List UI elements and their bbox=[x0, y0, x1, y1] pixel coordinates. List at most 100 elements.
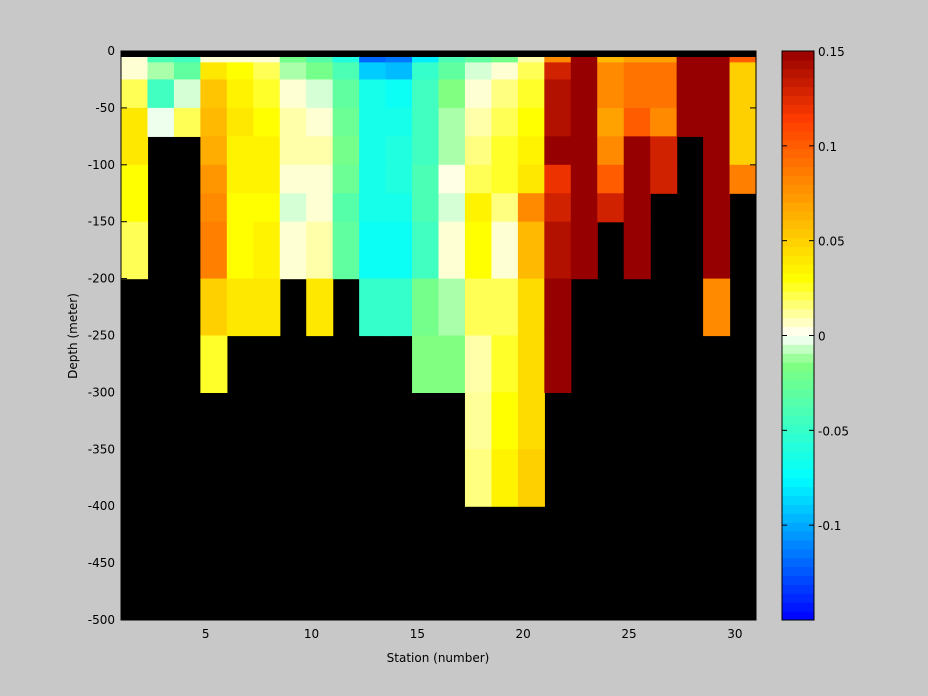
colorbar-swatch bbox=[782, 575, 814, 585]
heatmap-cell bbox=[703, 107, 731, 137]
colorbar-swatch bbox=[782, 175, 814, 185]
heatmap-cell bbox=[570, 107, 598, 137]
heatmap-cell bbox=[623, 62, 651, 81]
colorbar-swatch bbox=[782, 104, 814, 114]
heatmap-cell bbox=[517, 79, 545, 109]
heatmap-cell bbox=[703, 79, 731, 109]
x-tick-label: 30 bbox=[727, 627, 742, 641]
heatmap-cell bbox=[121, 193, 149, 223]
heatmap-cell bbox=[306, 221, 334, 280]
colorbar-swatch bbox=[782, 504, 814, 514]
heatmap-cell bbox=[517, 335, 545, 393]
colorbar-swatch bbox=[782, 477, 814, 488]
heatmap-cell bbox=[253, 62, 281, 81]
heatmap-cell bbox=[173, 79, 201, 109]
heatmap-cell bbox=[464, 221, 493, 280]
heatmap-cell bbox=[306, 278, 334, 337]
heatmap-cell bbox=[385, 136, 413, 166]
heatmap-cell bbox=[517, 278, 545, 337]
heatmap-cell bbox=[121, 62, 149, 81]
heatmap-cell bbox=[517, 136, 545, 166]
colorbar-swatch bbox=[782, 77, 814, 88]
heatmap-cell bbox=[517, 392, 545, 450]
colorbar-swatch bbox=[782, 264, 814, 274]
heatmap-cell bbox=[385, 107, 413, 137]
heatmap-cell bbox=[359, 62, 387, 81]
heatmap-cell bbox=[226, 79, 254, 109]
heatmap-cell bbox=[173, 62, 201, 81]
heatmap bbox=[121, 51, 757, 620]
colorbar-swatch bbox=[782, 548, 814, 559]
heatmap-cell bbox=[279, 107, 307, 137]
heatmap-cell bbox=[173, 107, 201, 137]
heatmap-cell bbox=[517, 449, 545, 507]
heatmap-cell bbox=[121, 221, 149, 280]
heatmap-cell bbox=[412, 221, 440, 280]
colorbar-swatch bbox=[782, 299, 814, 310]
colorbar-swatch bbox=[782, 317, 814, 328]
colorbar-swatch bbox=[782, 584, 814, 594]
heatmap-cell bbox=[359, 164, 387, 194]
colorbar-swatch bbox=[782, 211, 814, 221]
heatmap-cell bbox=[412, 193, 440, 223]
y-tick-label: -200 bbox=[88, 272, 115, 286]
heatmap-cell bbox=[306, 107, 334, 137]
heatmap-cell bbox=[306, 136, 334, 166]
colorbar-tick-label: 0.15 bbox=[818, 45, 845, 59]
colorbar-swatch bbox=[782, 397, 814, 408]
heatmap-cell bbox=[385, 79, 413, 109]
heatmap-cell bbox=[729, 79, 757, 109]
colorbar-swatch bbox=[782, 255, 814, 265]
colorbar-swatch bbox=[782, 468, 814, 479]
heatmap-cell bbox=[385, 164, 413, 194]
heatmap-cell bbox=[359, 193, 387, 223]
heatmap-cell bbox=[306, 62, 334, 81]
heatmap-cell bbox=[200, 164, 228, 194]
heatmap-cell bbox=[544, 107, 572, 137]
heatmap-cell bbox=[438, 79, 466, 109]
heatmap-cell bbox=[121, 136, 149, 166]
colorbar-swatch bbox=[782, 379, 814, 390]
colorbar-swatch bbox=[782, 406, 814, 417]
heatmap-cell bbox=[385, 221, 413, 280]
colorbar-swatch bbox=[782, 522, 814, 532]
y-tick-label: -250 bbox=[88, 329, 115, 343]
heatmap-cell bbox=[253, 221, 281, 280]
heatmap-cell bbox=[412, 136, 440, 166]
heatmap-cell bbox=[517, 193, 545, 223]
heatmap-cell bbox=[491, 392, 519, 450]
heatmap-cell bbox=[703, 136, 731, 166]
heatmap-cell bbox=[650, 62, 678, 81]
y-tick-label: -400 bbox=[88, 499, 115, 513]
heatmap-cell bbox=[570, 164, 598, 194]
colorbar-swatch bbox=[782, 282, 814, 292]
heatmap-cell bbox=[703, 193, 731, 223]
x-tick-label: 5 bbox=[202, 627, 210, 641]
y-axis-label: Depth (meter) bbox=[66, 293, 80, 379]
y-tick-label: 0 bbox=[107, 44, 115, 58]
heatmap-cell bbox=[464, 164, 493, 194]
heatmap-cell bbox=[332, 193, 360, 223]
x-axis: 5 10 15 20 25 30 bbox=[202, 51, 742, 641]
heatmap-cell bbox=[226, 193, 254, 223]
colorbar-swatch bbox=[782, 495, 814, 505]
colorbar-swatch bbox=[782, 539, 814, 550]
heatmap-cell bbox=[147, 79, 175, 109]
colorbar-swatch bbox=[782, 308, 814, 319]
heatmap-cell bbox=[385, 278, 413, 337]
heatmap-cell bbox=[147, 62, 175, 81]
heatmap-cell bbox=[226, 107, 254, 137]
heatmap-cell bbox=[200, 335, 228, 393]
colorbar-swatch bbox=[782, 442, 814, 452]
heatmap-cell bbox=[517, 62, 545, 81]
colorbar-swatch bbox=[782, 59, 814, 70]
heatmap-cell bbox=[200, 193, 228, 223]
heatmap-cell bbox=[729, 107, 757, 137]
heatmap-cell bbox=[226, 278, 254, 337]
colorbar-swatch bbox=[782, 335, 814, 345]
heatmap-cell bbox=[464, 392, 493, 450]
heatmap-cell bbox=[359, 221, 387, 280]
heatmap-cell bbox=[491, 79, 519, 109]
heatmap-cell bbox=[597, 164, 625, 194]
heatmap-cell bbox=[253, 136, 281, 166]
